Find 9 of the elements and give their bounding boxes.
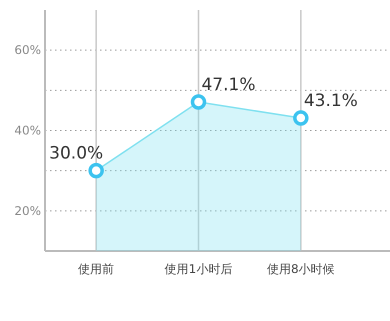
x-tick-label: 使用8小时候 xyxy=(267,262,335,276)
data-label: 47.1% xyxy=(201,74,256,95)
x-tick-label: 使用1小时后 xyxy=(164,262,232,276)
x-tick-label: 使用前 xyxy=(78,262,114,276)
y-tick-label: 40% xyxy=(14,124,41,138)
y-tick-label: 60% xyxy=(14,43,41,58)
data-label: 30.0% xyxy=(49,144,104,164)
data-label: 43.1% xyxy=(304,91,358,112)
y-tick-label: 20% xyxy=(14,204,41,218)
